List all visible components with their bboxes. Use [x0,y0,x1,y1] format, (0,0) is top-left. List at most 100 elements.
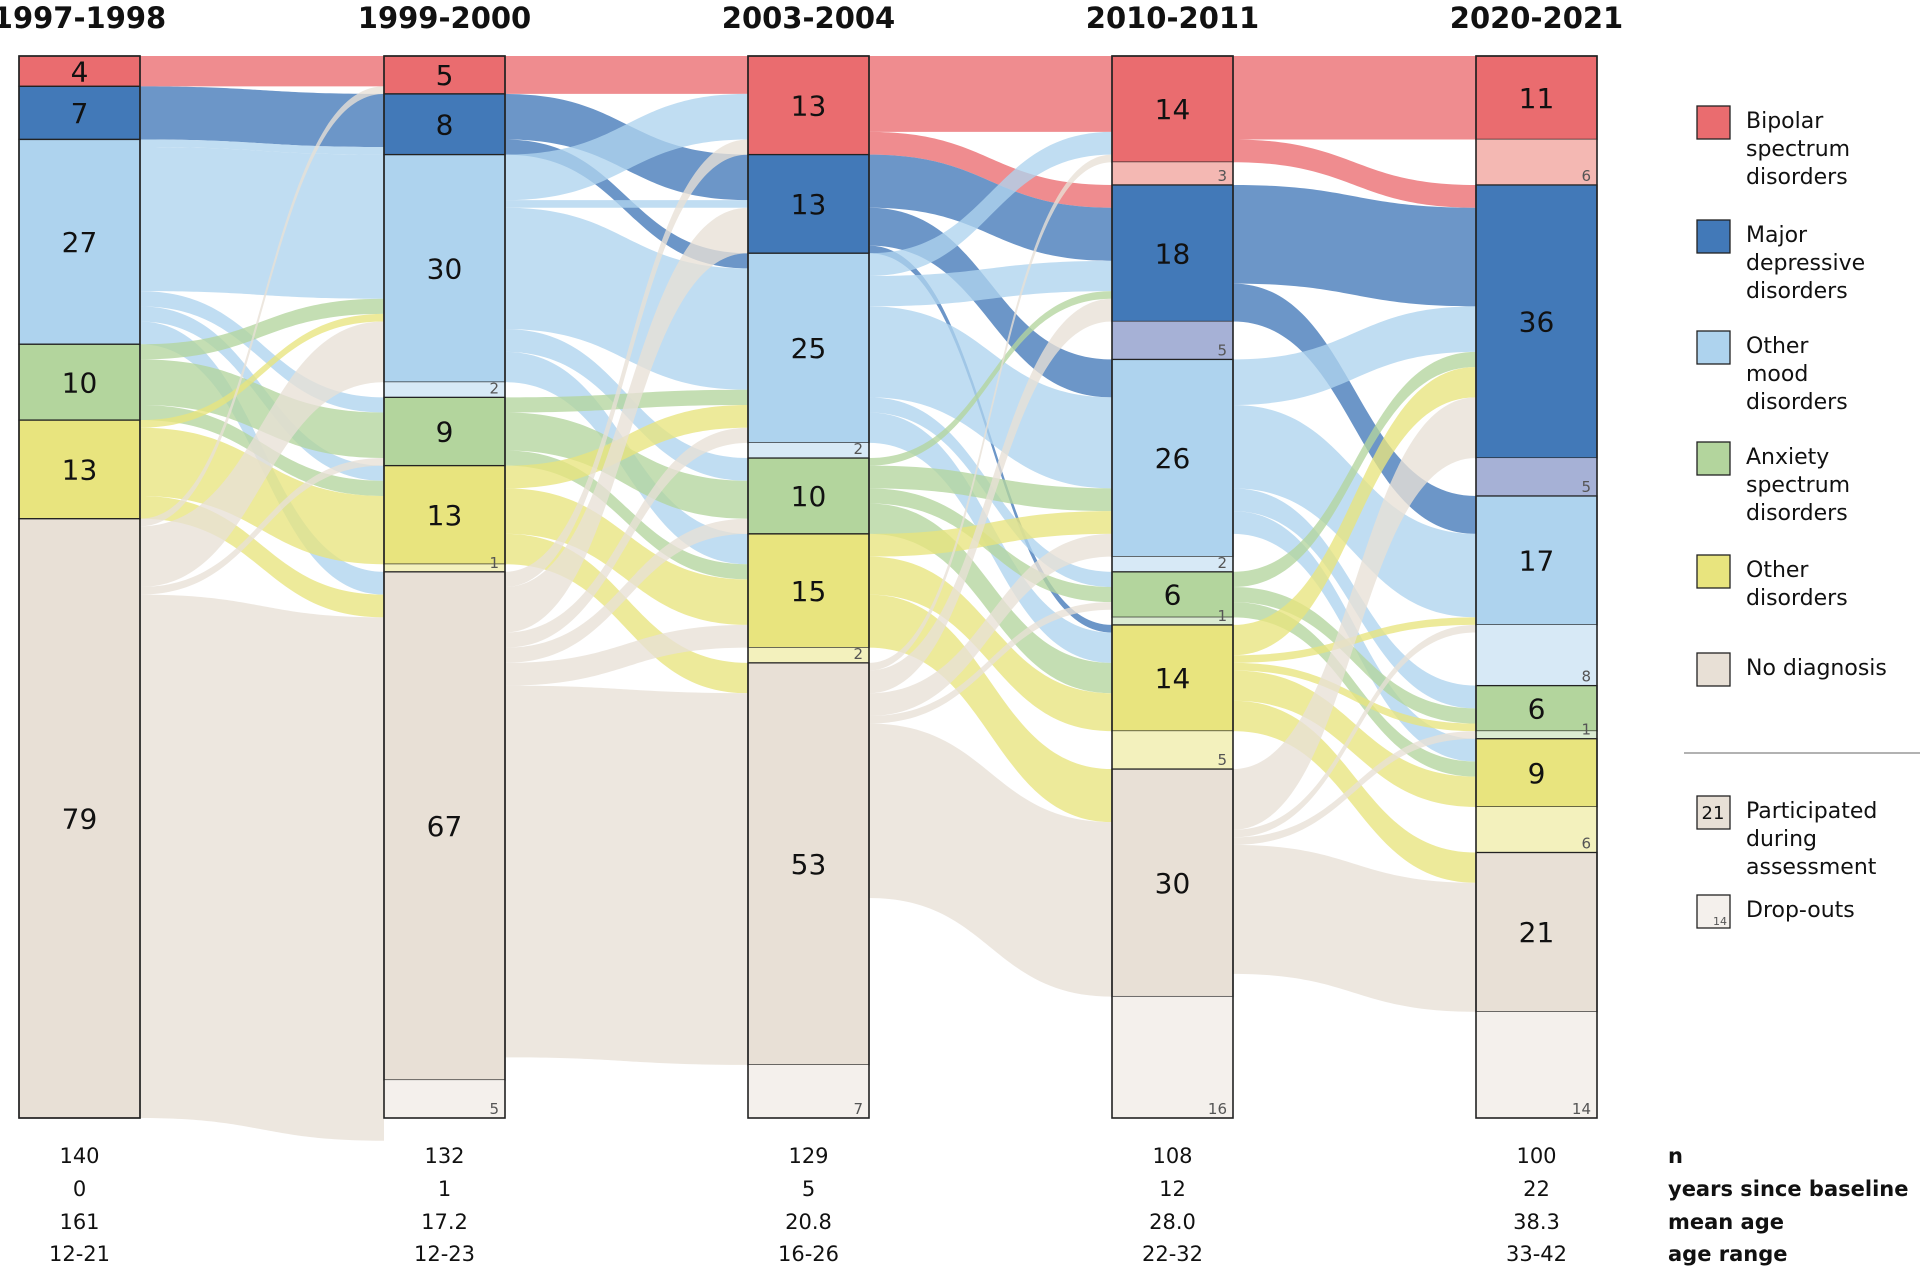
stat-years: 1 [438,1177,451,1201]
flow-mood-to-bipolar [505,93,748,201]
dropout-label: 2 [1217,554,1227,572]
flow-mdd-to-mood [1233,283,1476,534]
flow-mood-to-anxiety [140,291,384,413]
legend-label-none: No diagnosis [1746,656,1887,681]
segment-label: 14 [1155,93,1191,126]
legend-label-other: disorders [1746,586,1848,611]
flow-anxiety-to-mood [140,298,384,360]
period-header: 2010-2011 [1086,1,1259,35]
dropout-label: 6 [1581,835,1591,853]
period-header: 2003-2004 [722,1,895,35]
dropout-segment-mood [748,442,869,459]
flow-bipolar-to-bipolar [869,56,1112,132]
dropout-segment-anxiety [1476,731,1597,739]
dropout-segment-anxiety [1112,617,1233,625]
legend-swatch-mdd [1696,219,1731,254]
segment-label: 13 [62,454,98,487]
flow-anxiety-to-other [869,503,1112,694]
dropout-label: 14 [1572,1100,1591,1118]
flow-none-to-mood [1233,624,1476,838]
legend-swatch-anxiety [1696,441,1731,476]
dropout-segment-mdd [1476,458,1597,496]
dropout-segment-other [1112,731,1233,770]
legend-label-participated: Participated [1746,799,1877,824]
segment-label: 18 [1155,237,1191,270]
flow-none-to-none [505,685,748,1065]
period-header: 1997-1998 [0,1,166,35]
dropout-segment-bipolar [1112,162,1233,185]
segment-other [18,419,141,520]
segment-label: 8 [436,108,454,141]
flow-none-to-mdd [505,207,748,633]
flow-other-to-mood [869,511,1112,557]
segment-label: 13 [427,499,463,532]
stat-n: 108 [1152,1144,1192,1168]
dropout-label: 5 [1217,751,1227,769]
stat-label-mean-age: mean age [1668,1210,1784,1234]
stat-label-n: n [1668,1144,1683,1168]
dropout-segment-other [748,647,869,663]
legend-swatch-dropout [1696,894,1731,929]
segment-label: 27 [62,226,98,259]
segment-anxiety [747,457,870,535]
dropout-segment-other [1476,806,1597,853]
legend-label-mood: mood [1746,362,1808,387]
stat-age-range: 12-23 [414,1242,475,1266]
dropout-label: 1 [1217,607,1227,625]
flow-anxiety-to-other [505,450,748,580]
legend-swatch-none [1696,652,1731,687]
legend-label-mood: Other [1746,334,1809,359]
segment-label: 7 [71,97,89,130]
legend-swatch-participated [1696,795,1731,830]
segment-label: 9 [1528,757,1546,790]
segment-label: 25 [791,332,827,365]
segment-label: 30 [1155,867,1191,900]
segment-other [1111,624,1234,732]
stat-label-years: years since baseline [1668,1177,1908,1201]
flow-none-to-mood [505,427,748,648]
segment-label: 17 [1519,545,1555,578]
flow-anxiety-to-other [1233,602,1476,777]
legend-label-anxiety: Anxiety [1746,445,1829,470]
legend-label-mdd: depressive [1746,251,1865,276]
segment-label: 67 [427,810,463,843]
stat-n: 100 [1516,1144,1556,1168]
dropout-label: 2 [853,440,863,458]
column-frame [383,55,506,1119]
legend-label-participated: during [1746,827,1817,852]
stat-mean-age: 17.2 [421,1210,468,1234]
flow-other-to-other [1233,670,1476,807]
legend-label-bipolar: disorders [1746,165,1848,190]
stat-years: 12 [1159,1177,1186,1201]
stat-mean-age: 28.0 [1149,1210,1196,1234]
segment-label: 9 [436,416,454,449]
legend-swatch-other [1696,554,1731,589]
dropout-segment-other [384,564,505,572]
dropout-segment-mood [384,382,505,398]
bars-layer: 47271013791997-1998140016112-21583029131… [0,1,1623,1266]
segment-label: 30 [427,252,463,285]
segment-none [18,518,141,1119]
segment-label: 13 [791,188,827,221]
stat-mean-age: 38.3 [1513,1210,1560,1234]
dropout-segment-bipolar [1476,139,1597,185]
flow-anxiety-to-mdd [869,291,1112,466]
dropout-label: 1 [1581,721,1591,739]
flow-none-to-mood [140,321,384,587]
flow-anxiety-to-anxiety [1233,587,1476,724]
segment-label: 6 [1164,579,1182,612]
stat-n: 129 [788,1144,828,1168]
dropout-label: 3 [1217,167,1227,185]
stat-n: 140 [59,1144,99,1168]
dropout-segment-none [1112,996,1233,1118]
flow-none-to-mdd [869,298,1112,694]
segment-label: 5 [436,59,454,92]
segment-other [1475,738,1598,808]
flow-mdd-to-mdd [1233,184,1476,307]
flow-none-to-none [1233,844,1476,1012]
flow-mood-to-mdd [140,139,384,155]
dropout-segment-mood [1476,624,1597,686]
stat-age-range: 33-42 [1506,1242,1567,1266]
